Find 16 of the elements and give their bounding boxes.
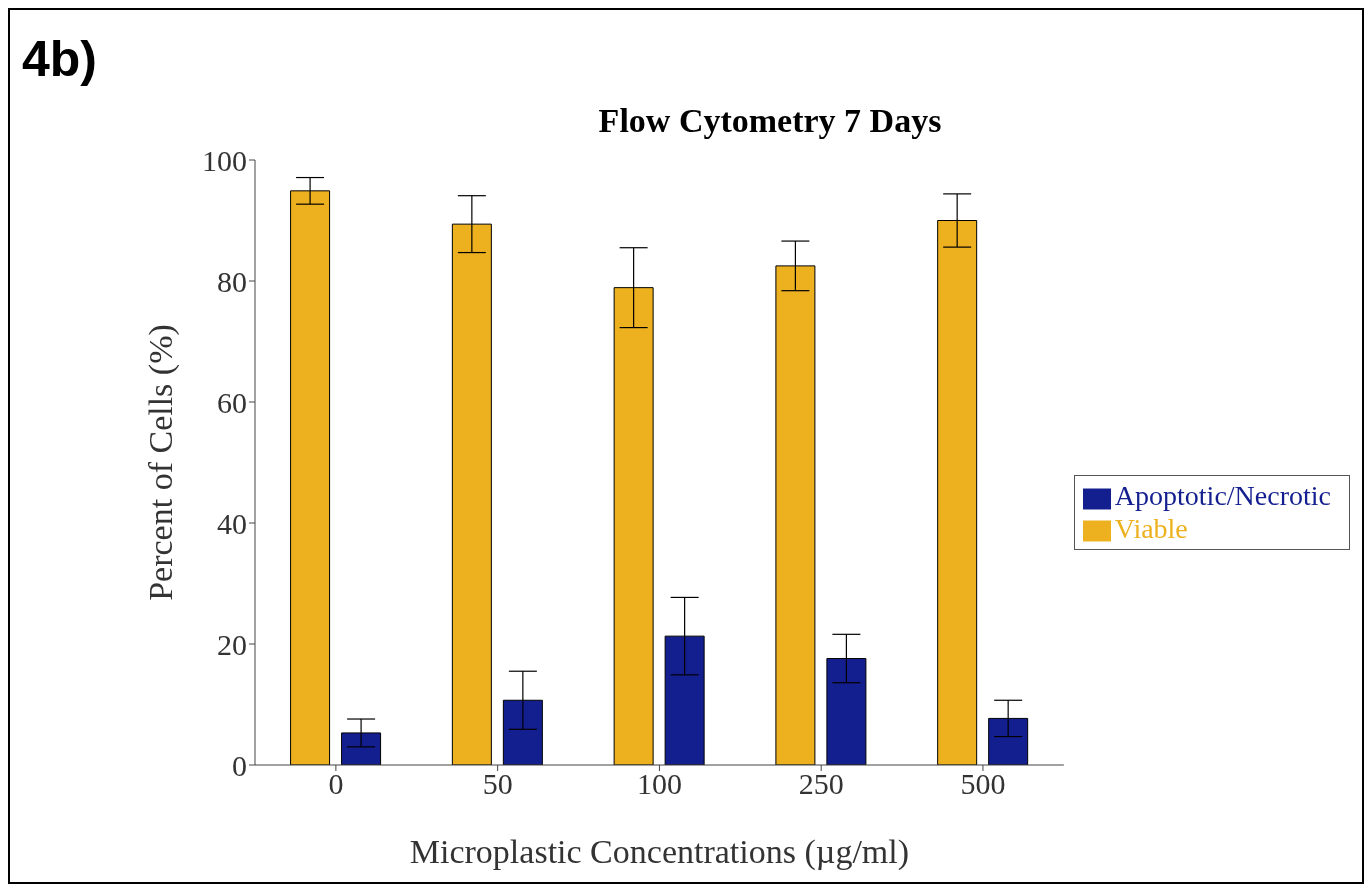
y-tick-label: 60: [217, 385, 247, 419]
x-axis-title: Microplastic Concentrations (µg/ml): [409, 833, 910, 871]
x-tick-label: 250: [798, 767, 844, 801]
chart-title: Flow Cytometry 7 Days: [597, 102, 943, 140]
text: 4b): [22, 30, 97, 88]
x-tick-label: 0: [328, 767, 344, 801]
legend-label: Viable: [1114, 512, 1188, 544]
x-tick-label: 100: [636, 767, 682, 801]
y-tick-label: 40: [217, 506, 247, 540]
x-tick-label: 500: [960, 767, 1006, 801]
y-axis-title: Percent of Cells (%): [142, 324, 181, 601]
x-tick-label: 50: [482, 767, 513, 801]
legend-label: Apoptotic/Necrotic: [1114, 479, 1331, 511]
y-tick-label: 100: [202, 143, 247, 177]
y-tick-label: 20: [217, 627, 247, 661]
y-tick-label: 80: [217, 264, 247, 298]
